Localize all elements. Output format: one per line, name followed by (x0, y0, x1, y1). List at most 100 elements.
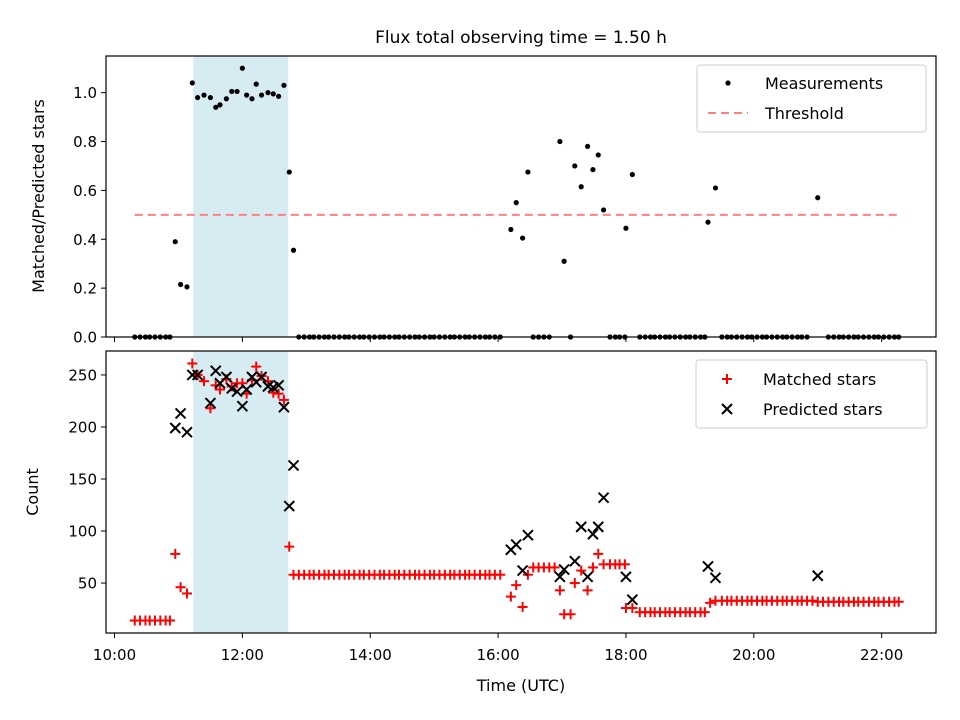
matched-point (175, 582, 186, 593)
matched-point (170, 548, 181, 559)
x-tick-label: 18:00 (604, 646, 647, 664)
measurement-point (229, 88, 235, 95)
predicted-point (220, 371, 233, 383)
measurement-point (584, 143, 591, 150)
predicted-point (226, 382, 238, 395)
predicted-point (702, 560, 714, 573)
counts-x-ticks: 10:00 12:00 14:00 16:00 18:00 20:00 22:00 (93, 633, 903, 664)
x-tick-label: 20:00 (732, 646, 775, 664)
y-tick-label: 50 (78, 575, 97, 593)
y-tick-label: 0.8 (73, 133, 97, 151)
matched-point (554, 585, 565, 596)
cross-b (592, 521, 604, 533)
measurement-point (223, 96, 229, 102)
cross-b (575, 521, 587, 533)
predicted-point (575, 521, 587, 533)
legend-predicted-label: Predicted stars (763, 400, 883, 419)
cross-b (702, 560, 714, 573)
matched-point (164, 615, 175, 626)
predicted-point (558, 563, 570, 576)
measurement-point (239, 65, 245, 71)
matched-point (215, 384, 226, 395)
counts-legend-box (695, 359, 928, 429)
matched-point (251, 361, 262, 372)
legend-threshold-label: Threshold (764, 104, 844, 123)
matched-point (278, 394, 289, 405)
measurement-point (258, 92, 265, 98)
figure-title: Flux total observing time = 1.50 h (375, 28, 667, 48)
predicted-point (709, 572, 722, 584)
ratio-x-ticks (114, 337, 883, 342)
measurement-point (201, 92, 207, 98)
y-tick-label: 0.4 (73, 231, 97, 249)
measurement-point (557, 138, 563, 145)
matched-point (511, 580, 522, 591)
x-tick-label: 16:00 (476, 646, 519, 664)
predicted-point (191, 369, 204, 381)
y-tick-label: 0.6 (73, 182, 97, 200)
measurement-point (623, 225, 629, 231)
matched-point (705, 597, 716, 608)
predicted-point (169, 422, 181, 434)
cross-b (174, 407, 187, 420)
measurement-point (207, 94, 214, 101)
matched-point (619, 559, 630, 570)
measurement-point (595, 152, 601, 158)
legend-cross (721, 403, 733, 415)
cross-b (510, 538, 522, 551)
y-tick-label: 250 (68, 366, 97, 384)
measurement-point (281, 82, 287, 88)
legend-measurements-label: Measurements (765, 74, 883, 93)
predicted-point (597, 492, 610, 504)
measurement-point (234, 88, 240, 95)
matched-point (627, 603, 638, 614)
y-tick-label: 0.0 (73, 329, 97, 347)
matched-point (893, 596, 904, 607)
measurement-point (253, 81, 259, 87)
cross-b (283, 500, 295, 512)
cross-b (812, 570, 824, 582)
counts-y-label: Count (23, 468, 42, 516)
predicted-point (174, 407, 187, 420)
measurement-point (177, 281, 184, 288)
cross-b (626, 593, 639, 606)
legend-matched-marker (722, 374, 732, 384)
x-tick-label: 14:00 (349, 646, 392, 664)
predicted-point (522, 529, 534, 541)
measurement-point (590, 167, 596, 173)
predicted-points (169, 365, 824, 606)
measurement-point (213, 104, 219, 110)
cross-b (587, 528, 599, 540)
measurement-point (270, 91, 276, 97)
measurement-point (172, 239, 178, 245)
matched-point (181, 588, 192, 599)
measurement-point (705, 219, 711, 225)
measurement-point (578, 184, 584, 190)
cross-b (204, 397, 217, 409)
cross-b (240, 383, 253, 396)
measurement-point (286, 169, 292, 175)
predicted-point (210, 365, 222, 377)
predicted-point (283, 500, 295, 512)
cross-b (169, 422, 181, 434)
predicted-point (510, 538, 522, 551)
measurement-point (249, 96, 255, 102)
matched-point (699, 607, 710, 618)
measurement-point (189, 80, 195, 86)
cross-b (554, 571, 566, 583)
measurement-point (508, 226, 514, 233)
matched-point (576, 565, 587, 576)
cross-b (558, 563, 570, 576)
cross-b (220, 371, 233, 383)
x-tick-label: 10:00 (93, 646, 136, 664)
legend-plus (722, 374, 732, 384)
legend-matched-label: Matched stars (763, 370, 876, 389)
predicted-point (204, 397, 217, 409)
predicted-point (236, 400, 249, 412)
predicted-point (569, 555, 581, 567)
y-tick-label: 200 (68, 418, 97, 436)
matched-point (284, 541, 295, 552)
cross-b (191, 369, 204, 381)
predicted-point (587, 528, 599, 540)
matched-point (593, 548, 604, 559)
